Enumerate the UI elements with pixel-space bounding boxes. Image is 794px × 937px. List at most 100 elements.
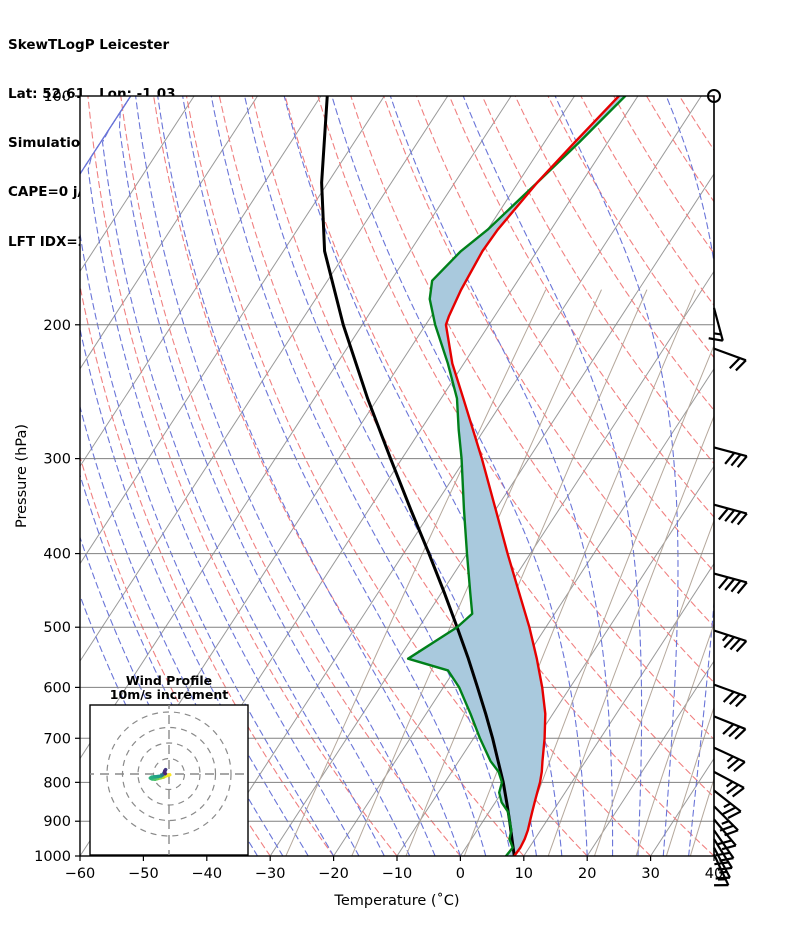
wind-barb-shaft [713, 838, 733, 869]
temperature-tick-label: −10 [382, 866, 413, 882]
isotherm [80, 96, 449, 663]
isotherm [777, 96, 794, 856]
wind-barb-full-flag [715, 876, 731, 880]
wind-barb-shaft [713, 746, 746, 763]
moist-adiabat [157, 96, 461, 856]
wind-barb-full-flag [736, 512, 748, 526]
wind-barb-full-flag [718, 507, 729, 521]
dry-adiabat [711, 96, 714, 100]
wind-barb [713, 853, 730, 887]
wind-barb [713, 629, 748, 653]
y-axis-label: Pressure (hPa) [14, 424, 30, 528]
x-axis-label: Temperature (˚C) [333, 892, 459, 909]
isotherm [80, 96, 259, 370]
dry-adiabat [350, 96, 714, 684]
pressure-tick-label: 700 [43, 731, 71, 747]
isotherm [333, 270, 714, 856]
wind-barb [713, 683, 747, 708]
wind-barb-shaft [713, 853, 730, 886]
hodograph-segment [162, 770, 167, 776]
wind-barb-full-flag [730, 453, 742, 467]
wind-barb-shaft [713, 683, 747, 698]
dry-adiabat [284, 96, 714, 798]
dry-adiabat [120, 96, 461, 856]
wind-barbs [707, 89, 748, 887]
temperature-tick-label: 30 [641, 866, 659, 882]
isotherm [713, 855, 714, 856]
moist-adiabat [554, 96, 679, 856]
wind-barb-full-flag [718, 576, 729, 590]
mixing-ratio-line [351, 289, 602, 856]
temperature-tick-label: 10 [515, 866, 533, 882]
wind-barb-full-flag [724, 509, 736, 522]
mixing-ratio-line [689, 777, 714, 856]
dry-adiabat [745, 96, 794, 856]
pressure-tick-label: 400 [43, 547, 71, 563]
dry-adiabat [514, 96, 714, 412]
wind-profile-title-line1: Wind Profile [126, 673, 212, 688]
wind-barb [713, 503, 748, 526]
wind-barb [713, 805, 739, 837]
wind-profile-title-line2: 10m/s increment [110, 687, 228, 702]
moist-adiabat [713, 851, 714, 856]
isotherm [523, 562, 714, 856]
pressure-tick-label: 100 [43, 89, 71, 105]
wind-barb-full-flag [733, 761, 746, 773]
wind-barb-full-flag [717, 839, 732, 846]
temperature-tick-label: 40 [705, 866, 723, 882]
wind-barb [713, 347, 747, 372]
dry-adiabat [87, 96, 398, 856]
mixing-ratio-lines [285, 289, 714, 856]
wind-barb [713, 746, 746, 773]
wind-barb-full-flag [721, 844, 737, 851]
wind-barb-half-flag [713, 332, 722, 336]
hodograph [90, 705, 248, 855]
wind-barb-shaft [712, 307, 724, 341]
wind-barb-shaft [713, 503, 748, 515]
isotherm [80, 96, 385, 565]
pressure-tick-label: 200 [43, 318, 71, 334]
moist-adiabat [739, 96, 794, 856]
moist-adiabat [80, 96, 335, 856]
wind-barb-full-flag [735, 695, 747, 708]
wind-barb [708, 307, 724, 342]
wind-barb-full-flag [728, 725, 741, 738]
dry-adiabat [80, 283, 335, 856]
moist-adiabat [80, 96, 284, 856]
mixing-ratio-line [593, 519, 714, 856]
wind-barb-full-flag [735, 640, 748, 653]
wind-barb-full-flag [727, 810, 742, 819]
dry-adiabat [383, 96, 714, 628]
isotherm [586, 660, 714, 856]
wind-barb-shaft [713, 770, 745, 789]
temperature-tick-label: −30 [255, 866, 286, 882]
wind-barb-full-flag [722, 806, 737, 815]
temperature-tick-label: −20 [318, 866, 349, 882]
wind-barb-full-flag [724, 452, 736, 465]
wind-barb [713, 572, 748, 595]
moist-adiabat [182, 96, 487, 856]
pressure-tick-label: 1000 [34, 849, 71, 865]
pressure-tick-label: 300 [43, 452, 71, 468]
wind-barb-full-flag [722, 723, 735, 735]
wind-barb-full-flag [730, 579, 742, 593]
wind-barb-shaft [713, 629, 747, 643]
wind-barb-half-flag [721, 634, 729, 642]
pressure-tick-label: 500 [43, 620, 71, 636]
wind-barb-full-flag [735, 359, 747, 372]
wind-barb [713, 770, 745, 798]
pressure-tick-label: 900 [43, 814, 71, 830]
moist-adiabat [118, 96, 411, 856]
dry-adiabat [448, 96, 714, 518]
pressure-tick-label: 600 [43, 680, 71, 696]
temperature-tick-label: −40 [191, 866, 222, 882]
wind-barb-full-flag [728, 693, 741, 705]
hodograph-ring [106, 711, 232, 837]
wind-barb-full-flag [729, 638, 741, 651]
wind-barb-half-flag [721, 820, 730, 825]
wind-barb-full-flag [730, 511, 742, 524]
wind-barb-full-flag [708, 337, 723, 342]
wind-barb-full-flag [728, 357, 741, 369]
